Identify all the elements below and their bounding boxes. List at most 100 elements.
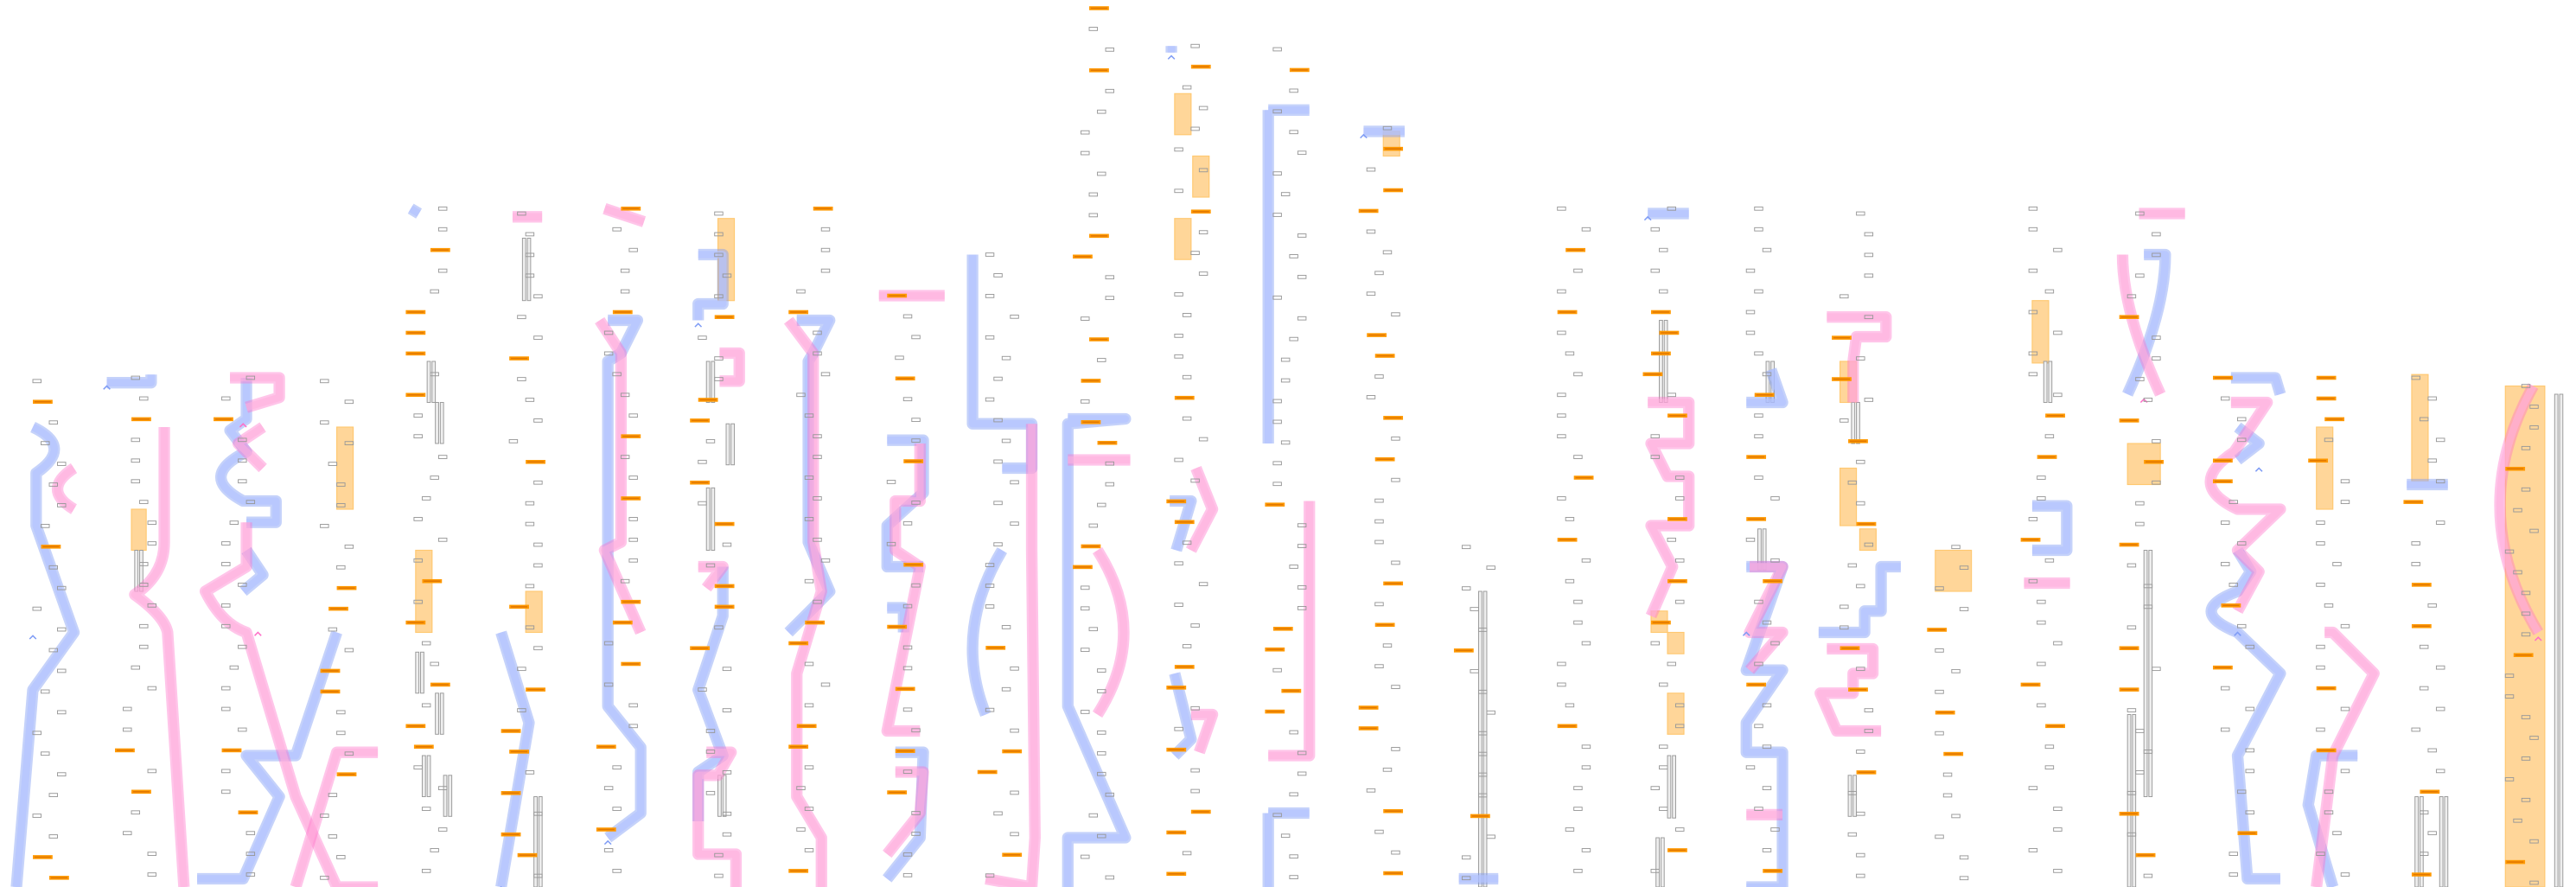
grey-tick [1650, 455, 1660, 459]
orange-bar-core [132, 791, 150, 793]
grey-tick [1565, 351, 1575, 356]
orange-bar-core [2120, 544, 2138, 546]
orange-bar-core [1385, 417, 1402, 419]
grey-tick [533, 811, 543, 816]
grey-tick [722, 542, 732, 547]
grey-vertical-bar [2048, 361, 2053, 403]
grey-tick [1581, 641, 1591, 646]
grey-tick [796, 786, 806, 790]
grey-tick [2152, 335, 2161, 341]
grey-tick [612, 807, 622, 811]
pink-ribbon-fill [1816, 645, 1882, 735]
grey-tick [1297, 316, 1307, 321]
orange-bar-core [2507, 861, 2524, 863]
grey-tick [911, 418, 921, 423]
orange-bar-core [692, 647, 709, 649]
grey-tick [2028, 372, 2038, 377]
grey-tick [813, 330, 822, 335]
grey-vertical-bar [2419, 796, 2424, 887]
grey-tick [57, 772, 67, 777]
grey-tick [2237, 437, 2247, 443]
grey-tick [722, 770, 732, 775]
grey-tick [902, 872, 913, 877]
grey-tick [1762, 744, 1772, 750]
grey-tick [1667, 206, 1676, 211]
orange-bar-core [716, 606, 733, 608]
pink-ribbon-fill [1068, 456, 1131, 717]
grey-vertical-bar [431, 361, 437, 403]
orange-bar-core [1291, 69, 1308, 71]
grey-tick [32, 606, 41, 611]
grey-tick [2332, 562, 2342, 566]
orange-bar-core [519, 854, 536, 856]
blue-ribbon [2031, 500, 2073, 557]
grey-tick [2427, 831, 2437, 836]
grey-tick [1297, 150, 1307, 156]
grey-tick [336, 710, 346, 715]
orange-bar-core [1764, 580, 1782, 582]
grey-tick [603, 351, 614, 356]
grey-tick [139, 644, 149, 649]
grey-tick [1272, 419, 1282, 424]
grey-tick [430, 372, 439, 377]
grey-tick [2435, 665, 2445, 670]
pink-ribbon-fill [603, 205, 646, 226]
grey-tick [993, 418, 1003, 423]
grey-tick [813, 496, 822, 501]
grey-tick [1864, 232, 1874, 237]
grey-tick [1297, 274, 1307, 279]
grey-tick [1010, 521, 1019, 526]
grey-tick [705, 750, 716, 754]
grey-tick [1942, 772, 1953, 777]
pink-ribbon-fill [54, 464, 76, 513]
grey-tick [1280, 192, 1291, 196]
grey-tick [902, 397, 913, 402]
grey-tick [603, 682, 614, 687]
grey-tick [1847, 790, 1858, 795]
orange-bar-core [415, 745, 432, 748]
grey-tick [1297, 544, 1307, 548]
orange-bar-core [1074, 256, 1091, 258]
grey-tick [1745, 309, 1756, 315]
grey-tick [804, 413, 814, 418]
orange-bar-core [1668, 518, 1686, 520]
orange-bar-core [1833, 378, 1850, 380]
grey-tick [2324, 810, 2334, 815]
grey-tick [1366, 167, 1376, 172]
grey-tick [714, 377, 724, 381]
grey-vertical-bar [1655, 837, 1660, 887]
grey-vertical-bar [1852, 775, 1858, 817]
grey-tick [2152, 252, 2161, 258]
pink-ribbon-fill [596, 318, 645, 635]
grey-tick [1557, 206, 1566, 211]
orange-blocks [131, 93, 2546, 887]
orange-bar-core [622, 601, 640, 603]
caret-up-marker-icon [1643, 215, 1652, 221]
grey-tick [2037, 661, 2046, 667]
grey-tick [1557, 434, 1566, 439]
grey-tick [1959, 876, 1969, 881]
grey-vertical-bar [533, 796, 538, 887]
grey-tick [1374, 498, 1384, 503]
orange-bar-core [1376, 354, 1393, 357]
grey-tick [1272, 213, 1282, 217]
grey-tick [1105, 461, 1115, 466]
grey-tick [245, 872, 256, 877]
grey-vertical-bar [439, 402, 444, 444]
grey-tick [1573, 620, 1583, 625]
grey-tick [1174, 354, 1183, 359]
grey-tick [1382, 250, 1393, 255]
grey-tick [413, 434, 423, 439]
grey-tick [2316, 727, 2325, 732]
orange-bar-core [2318, 750, 2335, 751]
grey-tick [1289, 336, 1298, 341]
grey-tick [1565, 578, 1575, 584]
grey-tick [1745, 765, 1756, 770]
grey-tick [1366, 229, 1376, 234]
grey-vertical-bar [426, 361, 431, 403]
grey-vertical-bar [526, 238, 532, 302]
grey-tick [1105, 792, 1115, 797]
grey-tick [1081, 130, 1090, 135]
grey-tick [1573, 786, 1583, 790]
grey-tick [1190, 251, 1200, 255]
